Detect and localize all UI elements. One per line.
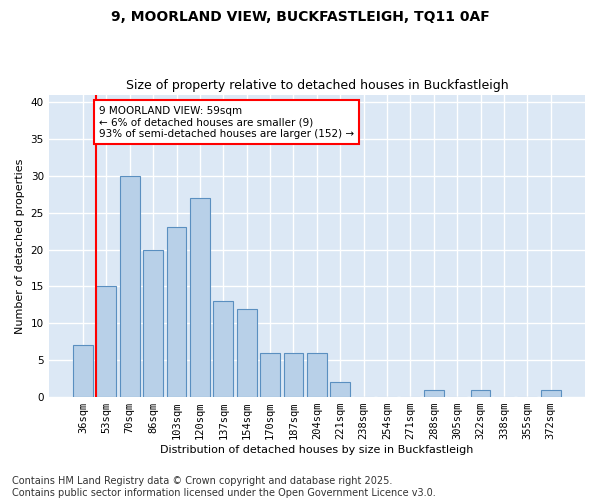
Bar (167, 228, 187, 397)
Text: 9, MOORLAND VIEW, BUCKFASTLEIGH, TQ11 0AF: 9, MOORLAND VIEW, BUCKFASTLEIGH, TQ11 0A… (110, 10, 490, 24)
X-axis label: Distribution of detached houses by size in Buckfastleigh: Distribution of detached houses by size … (160, 445, 473, 455)
Bar (307, 353, 327, 397)
Text: 9 MOORLAND VIEW: 59sqm
← 6% of detached houses are smaller (9)
93% of semi-detac: 9 MOORLAND VIEW: 59sqm ← 6% of detached … (99, 106, 354, 139)
Bar (97, 286, 116, 397)
Text: Contains HM Land Registry data © Crown copyright and database right 2025.
Contai: Contains HM Land Registry data © Crown c… (12, 476, 436, 498)
Y-axis label: Number of detached properties: Number of detached properties (15, 158, 25, 334)
Bar (120, 176, 140, 397)
Bar (237, 308, 257, 397)
Bar (284, 353, 304, 397)
Bar (73, 346, 93, 397)
Title: Size of property relative to detached houses in Buckfastleigh: Size of property relative to detached ho… (125, 79, 508, 92)
Bar (470, 390, 490, 397)
Bar (260, 353, 280, 397)
Bar (143, 250, 163, 397)
Bar (330, 382, 350, 397)
Bar (541, 390, 560, 397)
Bar (190, 198, 210, 397)
Bar (214, 301, 233, 397)
Bar (424, 390, 443, 397)
